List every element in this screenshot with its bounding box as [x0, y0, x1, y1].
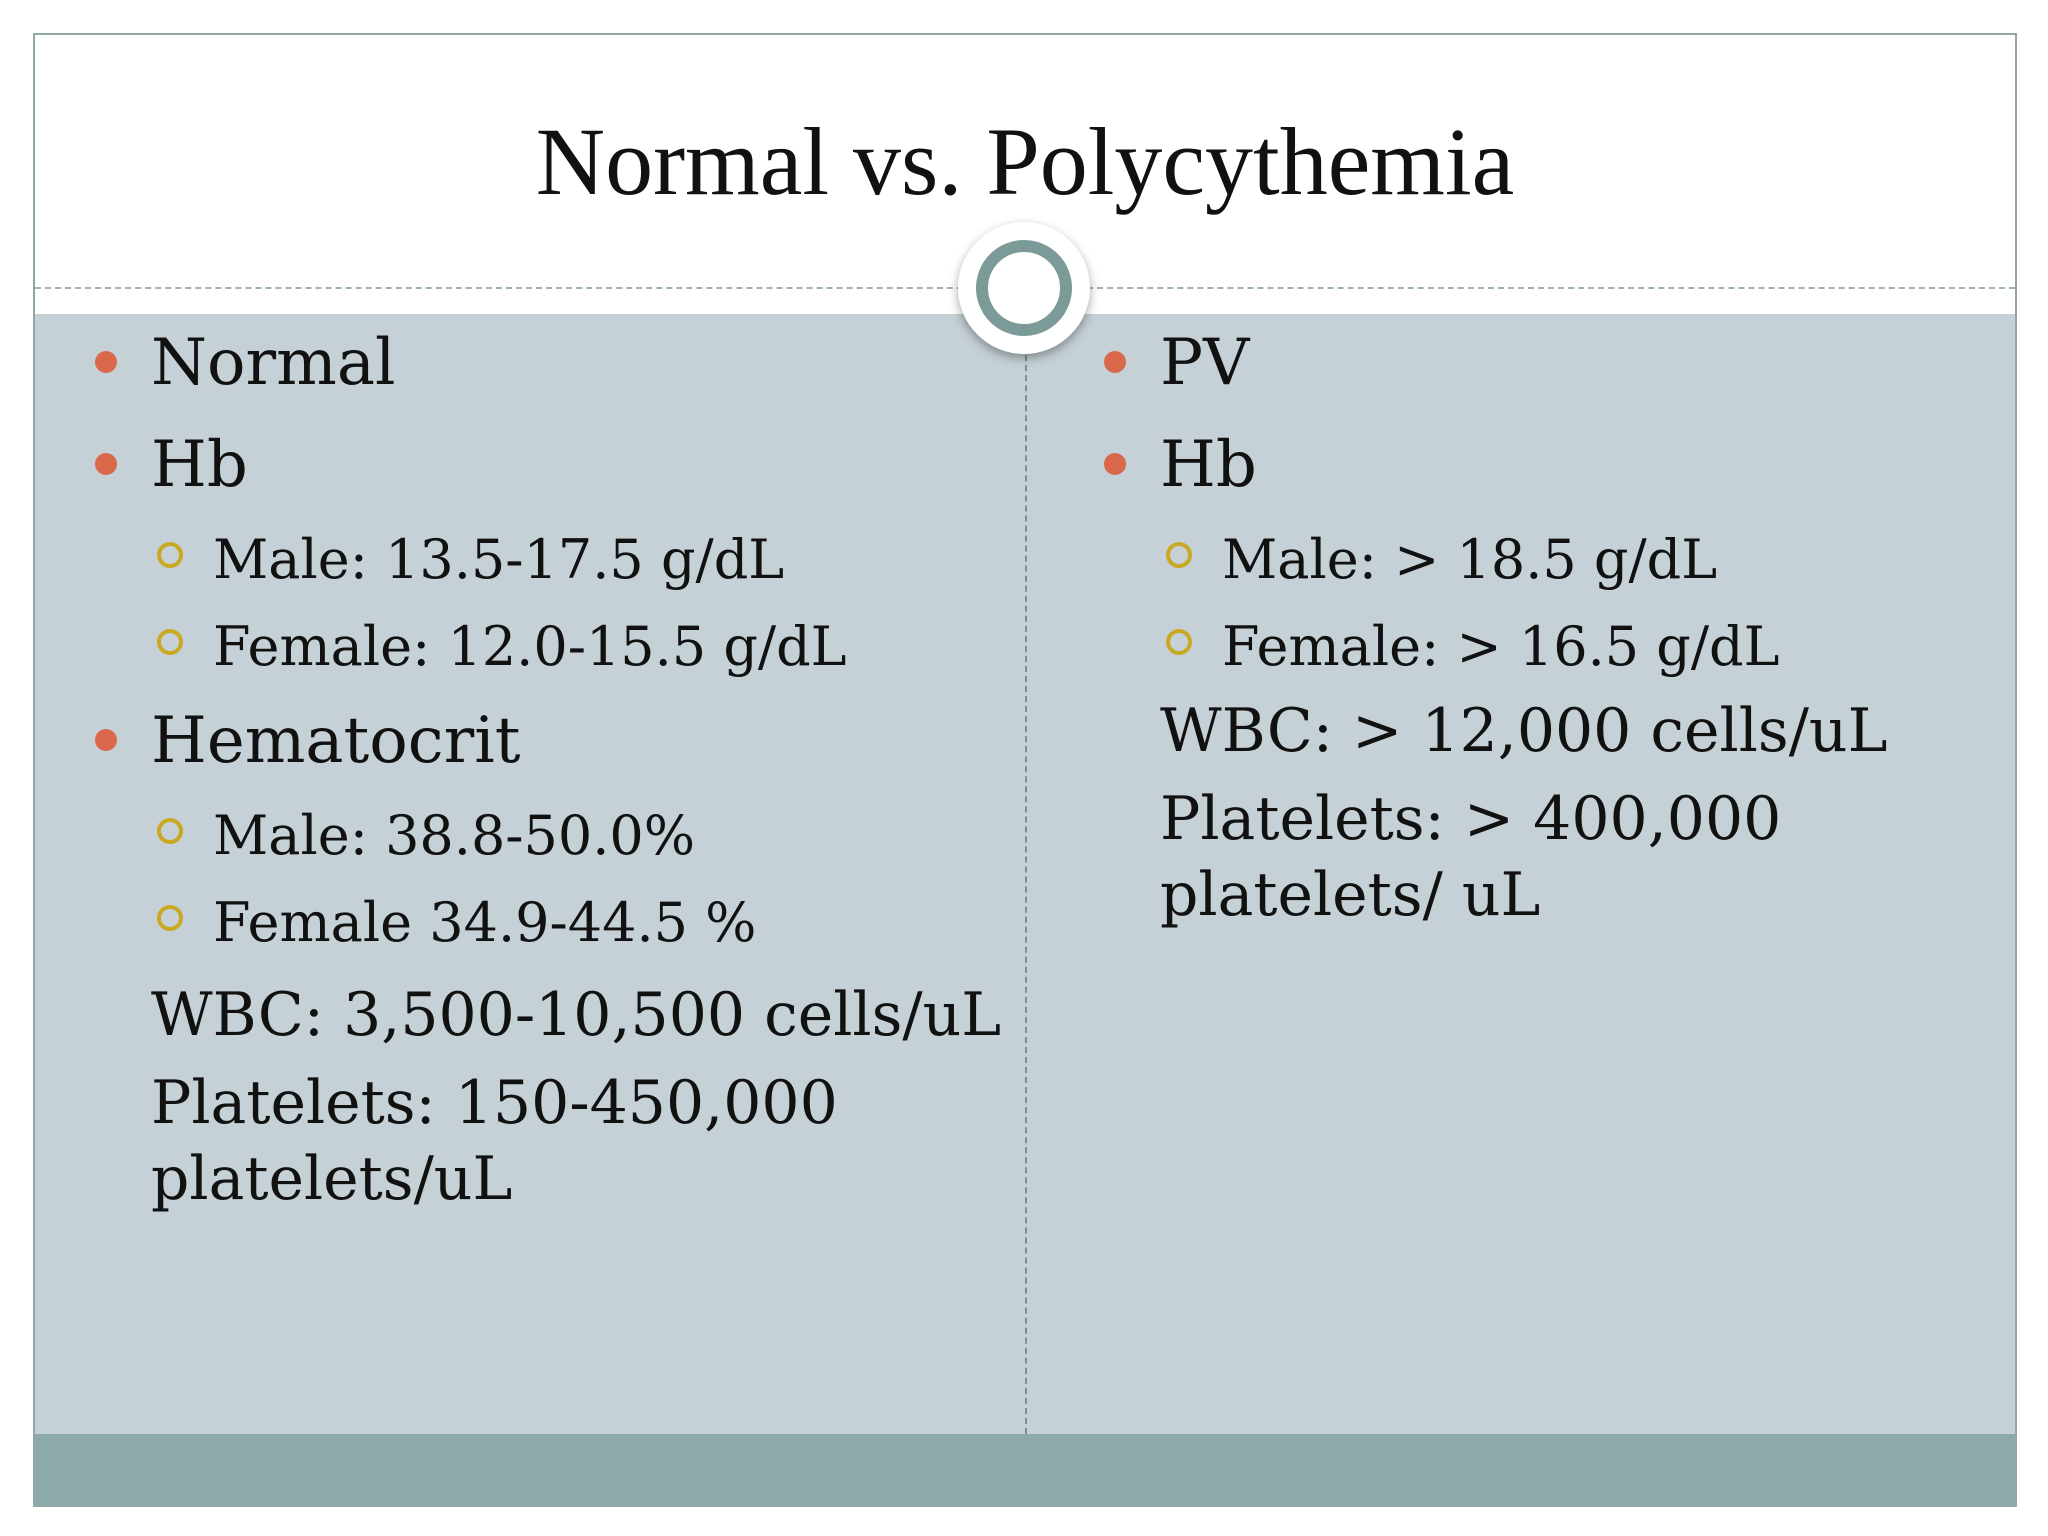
left-hct-male: Male: 38.8-50.0% [213, 804, 696, 867]
bullet-ring-icon [157, 542, 183, 568]
right-platelets-line2: platelets/ uL [1160, 860, 1541, 930]
right-platelets-line1: Platelets: > 400,000 [1160, 784, 1782, 854]
circle-ring [976, 240, 1072, 336]
bullet-ring-icon [1166, 629, 1192, 655]
left-heading: Normal [151, 326, 396, 400]
bullet-ring-icon [157, 905, 183, 931]
left-hb-male: Male: 13.5-17.5 g/dL [213, 528, 785, 591]
left-hb-label: Hb [151, 428, 248, 502]
right-wbc: WBC: > 12,000 cells/uL [1160, 696, 1888, 766]
left-platelets-line1: Platelets: 150-450,000 [151, 1068, 838, 1138]
left-hct-female: Female 34.9-44.5 % [213, 891, 757, 954]
bullet-dot-icon [95, 453, 117, 475]
circle-ornament-icon [958, 222, 1090, 354]
column-divider [1025, 315, 1027, 1434]
right-heading: PV [1160, 326, 1250, 400]
bullet-dot-icon [1104, 453, 1126, 475]
bullet-ring-icon [157, 818, 183, 844]
bullet-dot-icon [95, 729, 117, 751]
left-hb-female: Female: 12.0-15.5 g/dL [213, 615, 847, 678]
bullet-dot-icon [95, 351, 117, 373]
left-hematocrit-label: Hematocrit [151, 704, 521, 778]
bullet-ring-icon [1166, 542, 1192, 568]
slide: Normal vs. Polycythemia Normal Hb Male: … [33, 33, 2017, 1507]
right-hb-female: Female: > 16.5 g/dL [1222, 615, 1780, 678]
left-wbc: WBC: 3,500-10,500 cells/uL [151, 980, 1002, 1050]
right-hb-label: Hb [1160, 428, 1257, 502]
bullet-dot-icon [1104, 351, 1126, 373]
right-hb-male: Male: > 18.5 g/dL [1222, 528, 1718, 591]
footer-band [35, 1434, 2015, 1505]
bullet-ring-icon [157, 629, 183, 655]
left-platelets-line2: platelets/uL [151, 1144, 513, 1214]
slide-title: Normal vs. Polycythemia [535, 108, 1515, 215]
